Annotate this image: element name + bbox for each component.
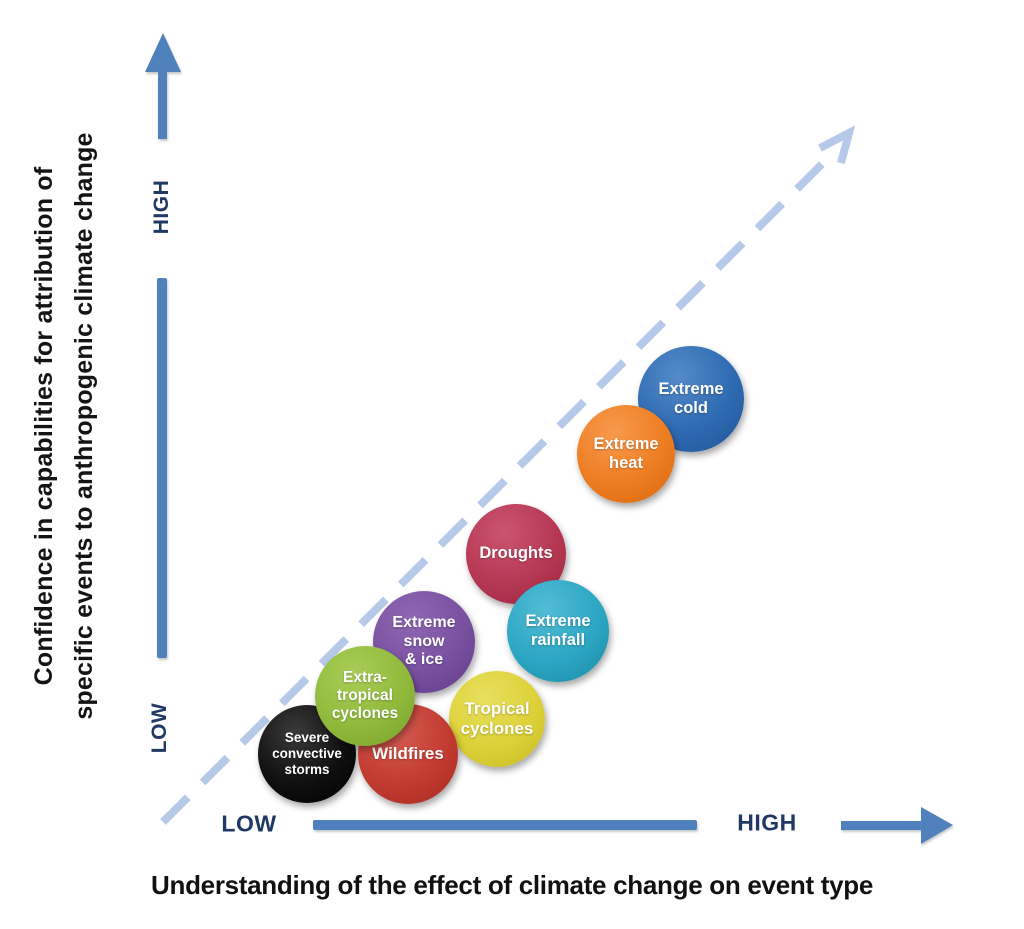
bubble-extreme-rainfall: Extreme rainfall <box>507 580 609 682</box>
diagonal-dashed-line <box>160 147 839 825</box>
bubble-label-extra-tropical-cyclones: Extra- tropical cyclones <box>331 668 399 723</box>
x-axis-bar <box>313 820 697 830</box>
bubble-label-extreme-snow-ice: Extreme snow & ice <box>392 613 456 669</box>
y-arrow-shaft <box>158 66 167 139</box>
x-axis-low-label: LOW <box>221 810 277 837</box>
y-axis-bar <box>157 278 167 658</box>
diagonal-dashed-arrow <box>160 125 856 825</box>
x-arrowhead-icon <box>921 807 953 844</box>
bubble-extreme-snow-ice: Extreme snow & ice <box>373 591 475 693</box>
bubble-extreme-heat: Extreme heat <box>577 405 675 503</box>
y-arrowhead-icon <box>145 33 181 72</box>
y-axis-arrow-icon <box>145 33 181 139</box>
bubble-severe-convective-storms: Severe convective storms <box>258 705 356 803</box>
bubble-label-tropical-cyclones: Tropical cyclones <box>460 698 534 738</box>
x-arrow-shaft <box>841 821 923 830</box>
bubble-label-extreme-heat: Extreme heat <box>593 434 659 472</box>
x-axis-arrow-icon <box>841 807 953 844</box>
diagonal-arrowhead-icon <box>818 125 856 165</box>
bubble-label-extreme-cold: Extreme cold <box>658 379 724 417</box>
bubble-label-extreme-rainfall: Extreme rainfall <box>525 611 591 649</box>
bubble-label-droughts: Droughts <box>479 544 553 563</box>
bubble-extra-tropical-cyclones: Extra- tropical cyclones <box>315 646 415 746</box>
bubble-tropical-cyclones: Tropical cyclones <box>449 671 545 767</box>
x-axis-title: Understanding of the effect of climate c… <box>151 870 873 900</box>
bubble-label-severe-convective-storms: Severe convective storms <box>272 730 342 777</box>
x-axis-high-label: HIGH <box>737 809 797 836</box>
bubble-label-wildfires: Wildfires <box>372 743 444 763</box>
